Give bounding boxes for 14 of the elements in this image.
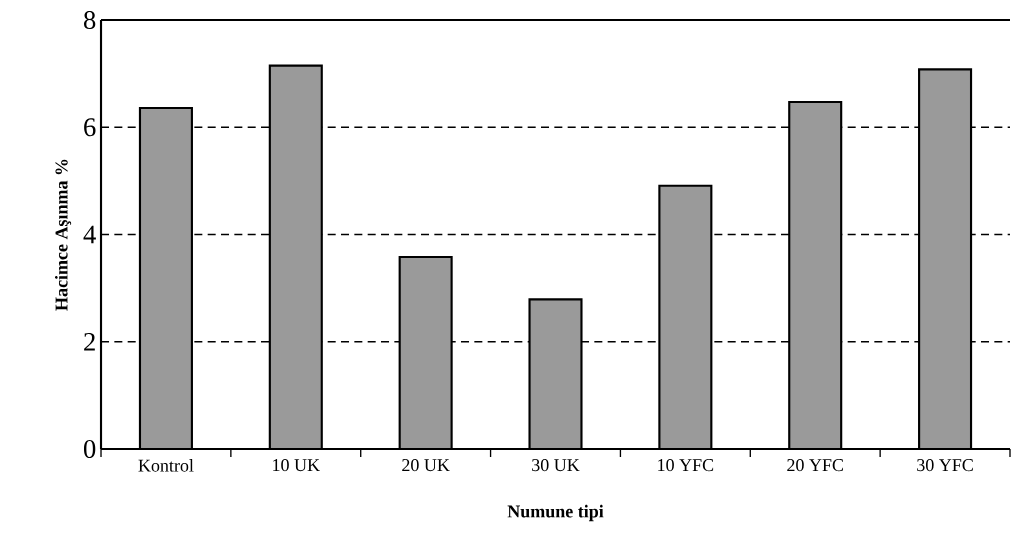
y-tick-label: 0 (83, 439, 96, 458)
y-tick-label: 4 (83, 225, 96, 244)
x-tick-label: 30 YFC (917, 459, 973, 472)
x-tick-label: 20 YFC (787, 459, 843, 472)
y-tick-label: 2 (84, 332, 95, 351)
x-tick-label: 10 YFC (658, 459, 714, 472)
x-tick-label: Kontrol (138, 459, 194, 472)
y-axis-title: Hacimce Aşınma % (54, 159, 72, 311)
y-tick-label: 8 (83, 11, 96, 29)
x-tick-label: 10 UK (273, 459, 320, 472)
x-tick-label: 30 UK (532, 459, 580, 472)
x-tick-label: 20 UK (402, 459, 450, 472)
x-axis-title: Numune tipi (507, 504, 604, 522)
y-tick-label: 6 (84, 118, 96, 137)
